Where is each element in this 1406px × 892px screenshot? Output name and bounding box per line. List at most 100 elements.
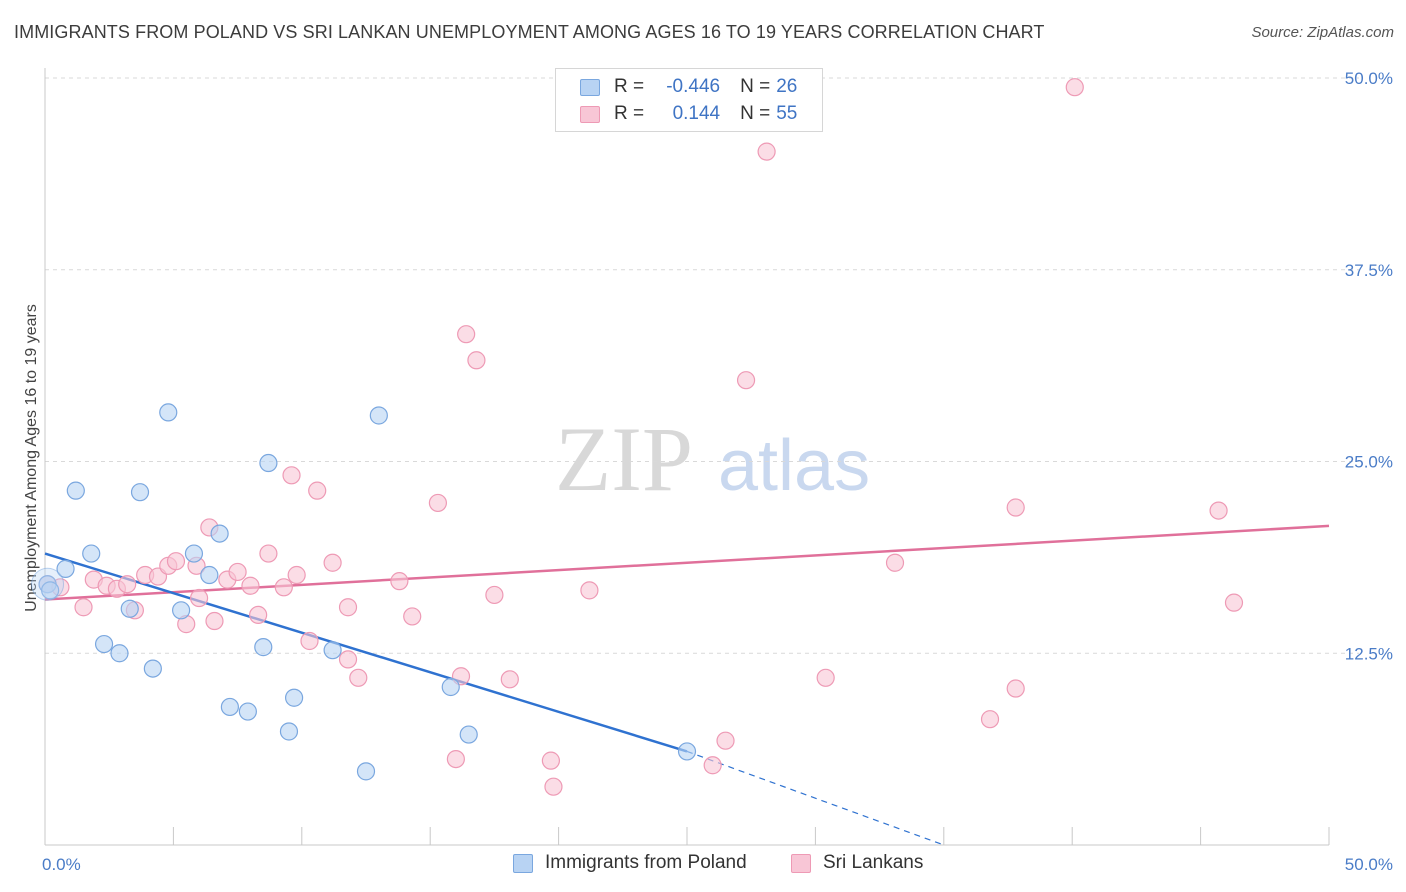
watermark-zip: ZIP	[555, 408, 693, 510]
poland-point-2	[56, 559, 75, 578]
y-tick-label-0: 12.5%	[1345, 644, 1393, 663]
n-value: 55	[776, 103, 798, 124]
srilanka-point-27	[323, 553, 342, 572]
poland-point-25	[459, 725, 478, 744]
n-value: 26	[776, 76, 798, 97]
poland-point-9	[120, 599, 139, 618]
srilanka-point-44	[716, 731, 735, 750]
srilanka-point-39	[500, 670, 519, 689]
poland-point-1	[41, 581, 60, 600]
srilanka-point-37	[467, 351, 486, 370]
srilanka-point-23	[282, 466, 301, 485]
poland-swatch	[513, 853, 533, 873]
y-axis-label: Unemployment Among Ages 16 to 19 years	[23, 304, 40, 612]
srilanka-point-22	[274, 578, 293, 597]
data-points	[31, 78, 1244, 796]
r-value: 0.144	[672, 103, 721, 124]
srilanka-point-40	[541, 751, 560, 770]
poland-point-11	[172, 601, 191, 620]
poland-point-23	[369, 406, 388, 425]
srilanka-point-50	[1006, 679, 1025, 698]
srilanka-point-11	[166, 552, 186, 571]
srilanka-point-26	[308, 481, 327, 500]
poland-swatch	[580, 78, 600, 96]
r-label: R =	[614, 76, 645, 97]
legend-label-poland: Immigrants from Poland	[545, 852, 747, 873]
poland-point-3	[82, 544, 101, 563]
srilanka-point-25	[300, 631, 319, 651]
poland-point-10	[143, 659, 162, 678]
srilanka-point-6	[118, 575, 137, 594]
poland-point-26	[677, 742, 697, 761]
series-legend: Immigrants from Poland Sri Lankans	[0, 852, 1406, 878]
poland-point-22	[356, 762, 376, 781]
srilanka-point-51	[1006, 498, 1025, 517]
srilanka-point-46	[757, 142, 776, 161]
x-tick-label-1: 50.0%	[1345, 855, 1393, 874]
poland-point-16	[238, 702, 257, 721]
srilanka-point-42	[580, 581, 599, 600]
poland-cluster-point	[31, 567, 65, 601]
poland-point-14	[210, 524, 229, 543]
poland-point-24	[441, 677, 460, 697]
srilanka-point-43	[703, 756, 722, 775]
legend-label-srilanka: Sri Lankans	[823, 852, 924, 873]
poland-point-20	[284, 688, 304, 707]
poland-point-19	[279, 722, 299, 741]
r-label: R =	[614, 103, 645, 124]
r-value: -0.446	[666, 76, 721, 97]
srilanka-point-54	[1224, 593, 1244, 612]
y-tick-label-1: 25.0%	[1345, 453, 1393, 472]
y-tick-labels: 12.5% 25.0% 37.5% 50.0%	[1345, 69, 1393, 663]
source-label: Source: ZipAtlas.com	[1251, 24, 1394, 41]
srilanka-point-34	[446, 749, 465, 769]
y-tick-label-2: 37.5%	[1345, 261, 1393, 280]
legend-row-srilanka: R = 0.144 N = 55	[580, 102, 797, 126]
srilanka-point-41	[544, 777, 563, 796]
srilanka-point-48	[885, 553, 905, 572]
srilanka-point-14	[189, 588, 209, 608]
srilanka-swatch	[791, 853, 811, 873]
srilanka-point-21	[259, 544, 278, 563]
correlation-legend: R = -0.446 N = 26 R = 0.144 N = 55	[555, 68, 823, 132]
poland-trend-line	[44, 552, 688, 753]
poland-point-21	[323, 641, 342, 660]
srilanka-point-30	[349, 668, 368, 687]
poland-point-13	[200, 565, 219, 585]
y-tick-label-3: 50.0%	[1345, 69, 1393, 88]
srilanka-point-29	[338, 598, 358, 617]
poland-point-18	[259, 453, 278, 473]
srilanka-point-2	[74, 598, 93, 617]
srilanka-point-47	[816, 668, 835, 687]
srilanka-point-19	[241, 576, 260, 595]
n-label: N =	[740, 103, 771, 124]
poland-point-12	[184, 544, 204, 563]
poland-trend-extension	[686, 750, 945, 846]
axes	[44, 68, 1330, 846]
srilanka-point-31	[390, 572, 409, 591]
srilanka-point-38	[485, 585, 504, 605]
srilanka-point-49	[980, 710, 1000, 729]
poland-point-6	[159, 403, 178, 422]
srilanka-point-28	[338, 650, 358, 669]
poland-point-4	[66, 481, 85, 500]
srilanka-point-45	[736, 371, 756, 390]
n-label: N =	[740, 76, 771, 97]
legend-item-srilanka: Sri Lankans	[791, 852, 923, 874]
poland-point-8	[110, 644, 129, 663]
srilanka-point-18	[228, 562, 247, 582]
chart-title: IMMIGRANTS FROM POLAND VS SRI LANKAN UNE…	[14, 22, 1045, 42]
srilanka-swatch	[580, 105, 600, 123]
poland-point-17	[254, 638, 273, 657]
poland-point-15	[220, 697, 239, 717]
srilanka-point-16	[205, 611, 224, 631]
watermark-atlas: atlas	[718, 426, 870, 506]
x-tick-labels: 0.0% 50.0%	[42, 855, 1393, 874]
srilanka-trend-line	[44, 524, 1330, 601]
srilanka-point-53	[1209, 501, 1228, 520]
srilanka-point-33	[428, 493, 448, 513]
srilanka-point-24	[287, 565, 306, 585]
poland-point-5	[130, 483, 150, 502]
watermark: ZIP atlas	[555, 408, 870, 510]
